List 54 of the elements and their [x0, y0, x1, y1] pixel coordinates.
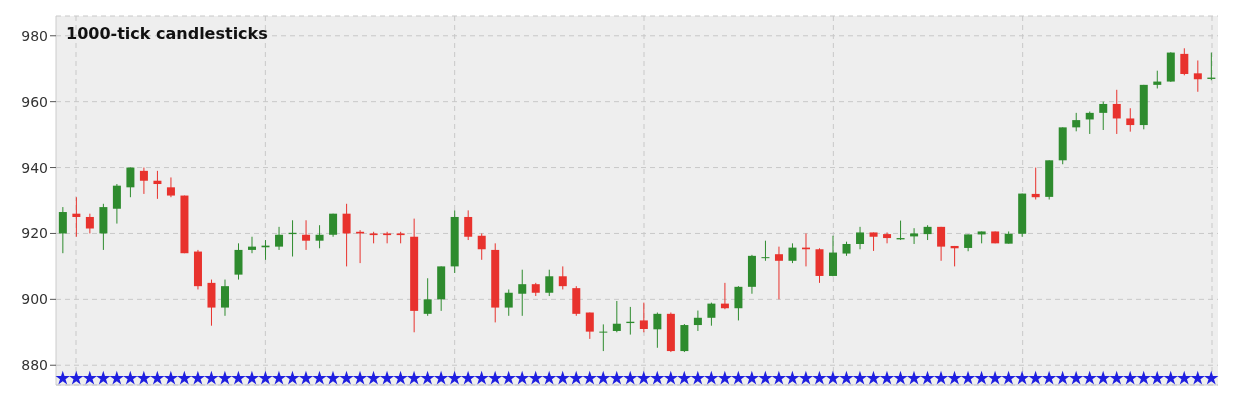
candlestick	[1193, 59, 1202, 93]
candlestick	[58, 206, 67, 254]
candlestick	[126, 167, 135, 198]
candlestick	[599, 323, 608, 352]
candlestick	[248, 236, 257, 254]
y-tick-label: 920	[21, 225, 48, 242]
y-tick-label: 880	[21, 357, 48, 374]
candlestick	[761, 240, 770, 262]
text: 1000-tick candlesticks	[66, 24, 268, 43]
candlestick	[1085, 111, 1094, 135]
candlestick	[1099, 101, 1108, 131]
candlestick	[342, 203, 351, 267]
candlestick	[477, 232, 486, 261]
candlestick	[883, 231, 892, 244]
candlestick	[774, 246, 783, 300]
candlestick	[788, 242, 797, 264]
candlestick	[639, 302, 648, 333]
candlestick	[383, 231, 392, 244]
candlestick	[653, 312, 662, 349]
candlestick	[612, 300, 621, 333]
candlestick	[504, 288, 513, 317]
candlestick	[1180, 47, 1189, 76]
candlestick	[85, 213, 94, 234]
candlestick	[558, 265, 567, 290]
candlestick	[72, 196, 81, 238]
candlestick	[693, 310, 702, 332]
candlestick	[315, 224, 324, 249]
candlestick	[829, 235, 838, 277]
candlestick	[302, 219, 311, 251]
candlestick	[585, 312, 594, 340]
candlestick	[1126, 107, 1135, 133]
y-tick-label: 940	[21, 159, 48, 176]
candlestick	[869, 231, 878, 252]
y-tick-label: 900	[21, 291, 48, 308]
candlestick	[139, 167, 148, 195]
y-tick-label: 980	[21, 27, 48, 44]
candlestick	[423, 277, 432, 317]
candlestick	[220, 279, 229, 317]
candlestick	[1031, 167, 1040, 201]
candlestick	[112, 183, 121, 225]
candlestick	[1112, 89, 1121, 135]
candlestick	[166, 176, 175, 198]
candlestick	[518, 269, 527, 317]
candlestick	[734, 285, 743, 321]
candlestick	[545, 269, 554, 297]
y-tick-label: 960	[21, 93, 48, 110]
candlestick	[464, 209, 473, 241]
candlestick	[1072, 112, 1081, 132]
candlestick	[153, 170, 162, 200]
candlestick	[910, 227, 919, 245]
candlestick	[937, 226, 946, 262]
candlestick	[856, 226, 865, 250]
candlestick	[275, 226, 284, 251]
candlestick	[707, 302, 716, 327]
